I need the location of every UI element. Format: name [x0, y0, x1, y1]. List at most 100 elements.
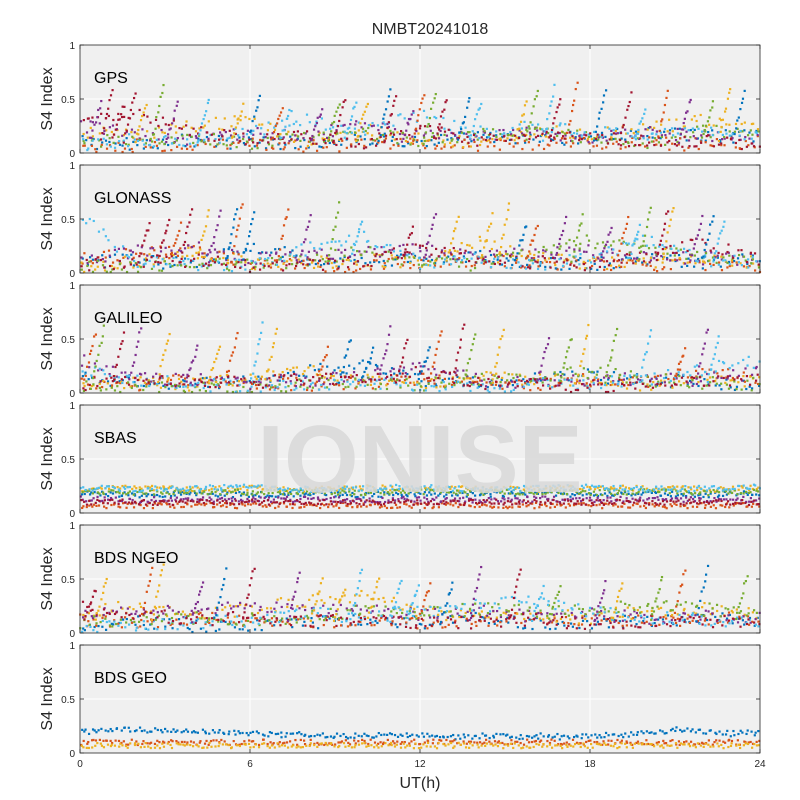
data-point [600, 259, 603, 262]
data-point [669, 379, 672, 383]
data-point [627, 215, 630, 219]
data-point [396, 257, 399, 261]
data-point [145, 103, 148, 107]
data-point [458, 257, 461, 260]
data-point [656, 253, 659, 256]
data-point [422, 372, 425, 375]
data-point [703, 248, 706, 252]
data-point [618, 264, 621, 267]
y-tick-label: 1 [69, 41, 75, 52]
data-point [89, 126, 92, 130]
data-point [177, 491, 180, 494]
data-point [287, 130, 290, 133]
data-point [707, 130, 710, 134]
data-point [461, 261, 464, 264]
data-point [203, 377, 206, 380]
data-point [693, 365, 696, 368]
data-point [671, 251, 675, 254]
data-point [199, 129, 202, 132]
data-point [264, 257, 267, 261]
data-point [521, 239, 524, 242]
data-point [93, 123, 96, 126]
data-point [579, 242, 582, 245]
data-point [708, 376, 712, 379]
data-point [607, 378, 610, 381]
data-point [677, 371, 680, 374]
data-point [371, 134, 374, 137]
data-point [91, 262, 94, 265]
data-point [403, 251, 407, 254]
data-point [657, 251, 660, 254]
data-point [453, 255, 456, 258]
data-point [384, 266, 387, 269]
data-point [152, 376, 155, 379]
data-point [603, 492, 607, 495]
data-point [291, 249, 294, 252]
data-point [699, 362, 702, 365]
data-point [355, 101, 358, 104]
data-point [660, 134, 663, 137]
data-point [205, 502, 208, 505]
data-point [663, 127, 667, 131]
data-point [360, 220, 364, 223]
data-point [128, 374, 131, 377]
data-point [360, 376, 364, 379]
data-point [381, 253, 384, 256]
data-point [217, 134, 221, 138]
data-point [748, 385, 751, 388]
data-point [587, 239, 591, 242]
data-point [567, 502, 570, 505]
data-point [153, 382, 156, 385]
data-point [514, 142, 517, 145]
data-point [309, 241, 312, 244]
data-point [539, 370, 542, 373]
data-point [99, 107, 102, 110]
data-point [733, 378, 736, 381]
data-point [112, 118, 115, 122]
data-point [551, 127, 555, 130]
data-point [563, 259, 566, 262]
data-point [620, 385, 623, 388]
data-point [648, 384, 652, 387]
data-point [554, 263, 557, 267]
data-point [704, 252, 708, 255]
data-point [442, 116, 445, 120]
data-point [134, 261, 137, 265]
data-point [419, 267, 422, 270]
data-point [482, 133, 485, 136]
data-point [371, 142, 374, 145]
data-point [638, 122, 641, 125]
data-point [339, 131, 342, 134]
data-point [400, 257, 403, 260]
data-point [727, 243, 730, 246]
data-point [498, 148, 501, 151]
data-point [389, 132, 393, 135]
data-point [380, 495, 383, 499]
data-point [453, 119, 456, 123]
data-point [226, 491, 229, 494]
data-point [194, 135, 198, 138]
data-point [197, 269, 200, 272]
data-point [96, 384, 99, 388]
data-point [639, 375, 643, 378]
data-point [607, 376, 610, 380]
data-point [698, 376, 702, 379]
data-point [112, 267, 115, 271]
data-point [254, 375, 257, 378]
data-point [479, 239, 482, 242]
data-point [142, 264, 146, 267]
data-point [253, 211, 256, 214]
data-point [359, 223, 362, 226]
data-point [728, 384, 732, 387]
data-point [649, 264, 652, 268]
data-point [402, 369, 405, 372]
data-point [228, 246, 231, 249]
data-point [172, 244, 175, 247]
data-point [474, 118, 477, 121]
data-point [598, 253, 601, 256]
data-point [128, 133, 131, 136]
data-point [718, 261, 721, 264]
data-point [305, 228, 308, 231]
data-point [511, 263, 514, 267]
data-point [618, 266, 621, 269]
